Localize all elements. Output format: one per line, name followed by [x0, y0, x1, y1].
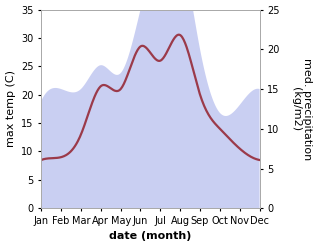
- X-axis label: date (month): date (month): [109, 231, 192, 242]
- Y-axis label: med. precipitation
(kg/m2): med. precipitation (kg/m2): [291, 58, 313, 160]
- Y-axis label: max temp (C): max temp (C): [5, 70, 16, 147]
